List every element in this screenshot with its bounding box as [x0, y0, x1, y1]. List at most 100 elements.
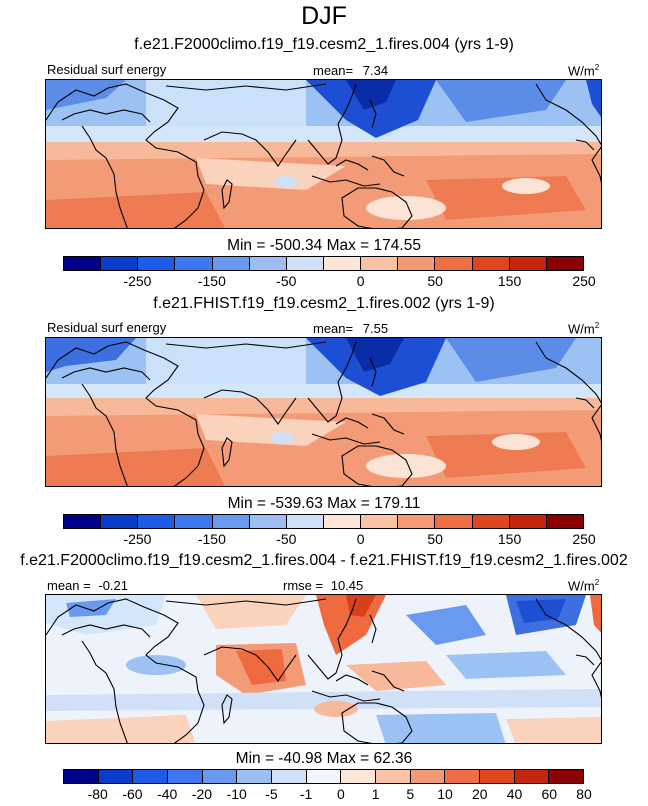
colorbar-3-swatch	[272, 770, 307, 783]
panel-1-units-text: W/m	[568, 63, 595, 79]
panel-2-units-text: W/m	[568, 321, 595, 337]
panel-1-map-svg	[46, 80, 601, 228]
colorbar-3-tick-label: 40	[506, 786, 523, 802]
colorbar-2-swatch	[361, 515, 399, 528]
colorbar-3-tick-label: -40	[157, 786, 178, 802]
colorbar-3-swatch	[341, 770, 377, 783]
colorbar-2-swatch	[546, 515, 583, 528]
colorbar-1-swatch	[138, 257, 176, 270]
panel-1-minmax: Min = -500.34 Max = 174.55	[227, 237, 421, 254]
colorbar-1-swatch	[249, 257, 287, 270]
colorbar-2-swatch	[138, 515, 176, 528]
colorbar-2-tick-label: 150	[497, 531, 522, 547]
colorbar-1-swatch	[323, 257, 362, 270]
colorbar-3-tick-label: 80	[576, 786, 592, 802]
colorbar-3-swatch	[202, 770, 238, 783]
panel-1-mean-label: mean=	[313, 63, 354, 78]
panel-3-units-text: W/m	[568, 578, 595, 594]
colorbar-3-swatch	[514, 770, 550, 783]
colorbar-1-tick-label: -150	[197, 273, 226, 289]
colorbar-1-tick-label: -50	[276, 273, 297, 289]
figure-title: DJF	[301, 2, 347, 30]
colorbar-1-tick-label: 250	[572, 273, 596, 289]
colorbar-3-tick-label: -5	[265, 786, 278, 802]
panel-2-mean-label: mean=	[313, 321, 354, 336]
colorbar-3-tick-label: -80	[87, 786, 108, 802]
panel-2-mean-value: 7.55	[362, 321, 389, 336]
colorbar-3-tick-label: -1	[299, 786, 313, 802]
colorbar-1-swatch	[398, 257, 436, 270]
colorbar-2-tick-label: 250	[572, 531, 596, 547]
panel-1-units: W/m2	[568, 63, 599, 78]
colorbar-2-swatch	[249, 515, 287, 528]
colorbar-3-tick-label: 1	[371, 786, 380, 802]
colorbar-2-tick-label: -50	[276, 531, 297, 547]
colorbar-2-swatch	[64, 515, 102, 528]
panel-3-units-exp: 2	[594, 578, 600, 587]
colorbar-1-swatch	[286, 257, 324, 270]
colorbar-3-swatch	[98, 770, 134, 783]
colorbar-2-swatch	[175, 515, 213, 528]
colorbar-1-swatch	[64, 257, 102, 270]
panel-1-mean: mean= 7.34	[313, 63, 388, 78]
panel-3-title: f.e21.F2000climo.f19_f19.cesm2_1.fires.0…	[20, 552, 628, 569]
colorbar-3-ticks: -80 -60 -40 -20 -10 -5 -1 0 1 5 10 20 40 60 80	[63, 786, 592, 804]
colorbar-3-swatch	[410, 770, 446, 783]
panel-2-map	[45, 337, 602, 487]
colorbar-3-tick-label: 0	[336, 786, 345, 802]
panel-1-title: f.e21.F2000climo.f19_f19.cesm2_1.fires.0…	[134, 36, 514, 53]
panel-3-mean: mean = -0.21	[47, 578, 128, 593]
colorbar-3-swatch	[64, 770, 99, 783]
panel-3-mean-value: -0.21	[98, 578, 128, 593]
panel-3-map	[45, 594, 602, 744]
colorbar-2-swatch	[101, 515, 139, 528]
panel-2-units-exp: 2	[594, 321, 600, 330]
colorbar-1-ticks: -250 -150 -50 0 50 150 250	[63, 273, 595, 291]
colorbar-1-tick-label: 50	[427, 273, 443, 289]
colorbar-3-swatch	[133, 770, 169, 783]
panel-3-mean-label: mean =	[47, 578, 91, 593]
colorbar-3-tick-label: 5	[406, 786, 415, 802]
colorbar-1-tick-label: 0	[356, 273, 365, 289]
colorbar-2-swatch	[212, 515, 250, 528]
colorbar-3-swatch	[306, 770, 342, 783]
colorbar-2-swatch	[286, 515, 324, 528]
colorbar-2-swatch	[472, 515, 510, 528]
colorbar-2-ticks: -250 -150 -50 0 50 150 250	[63, 531, 595, 549]
panel-3-rmse: rmse = 10.45	[283, 578, 363, 593]
panel-2-title: f.e21.FHIST.f19_f19.cesm2_1.fires.002 (y…	[153, 295, 495, 312]
panel-2-variable-label: Residual surf energy	[47, 320, 167, 335]
colorbar-1-tick-label: -250	[123, 273, 152, 289]
colorbar-2-tick-label: -150	[197, 531, 226, 547]
colorbar-2-swatch	[398, 515, 436, 528]
colorbar-3-tick-label: 10	[437, 786, 453, 802]
colorbar-3-swatch	[376, 770, 411, 783]
colorbar-1-swatch	[101, 257, 139, 270]
colorbar-3-swatch	[549, 770, 584, 783]
panel-2-units: W/m2	[568, 321, 599, 336]
panel-3-map-svg	[46, 595, 601, 743]
panel-1-map	[45, 79, 602, 229]
colorbar-2-tick-label: 0	[356, 531, 365, 547]
colorbar-1-swatch	[212, 257, 250, 270]
colorbar-3-tick-label: 20	[472, 786, 488, 802]
colorbar-1-swatch	[435, 257, 473, 270]
colorbar-2-swatch	[323, 515, 362, 528]
panel-3-units: W/m2	[568, 578, 599, 593]
panel-2-map-svg	[46, 338, 601, 486]
colorbar-3-swatch	[237, 770, 273, 783]
colorbar-1-swatch	[509, 257, 547, 270]
colorbar-1	[63, 256, 584, 271]
colorbar-3-tick-label: -60	[122, 786, 143, 802]
colorbar-3-swatch	[168, 770, 203, 783]
panel-3-minmax: Min = -40.98 Max = 62.36	[235, 750, 413, 767]
colorbar-1-tick-label: 150	[497, 273, 522, 289]
panel-3-rmse-value: 10.45	[330, 578, 364, 593]
colorbar-2	[63, 514, 584, 529]
colorbar-1-swatch	[361, 257, 399, 270]
colorbar-3-swatch	[445, 770, 481, 783]
colorbar-2-swatch	[509, 515, 547, 528]
panel-1-units-exp: 2	[594, 63, 600, 72]
colorbar-1-swatch	[546, 257, 583, 270]
panel-3-rmse-label: rmse =	[283, 578, 324, 593]
